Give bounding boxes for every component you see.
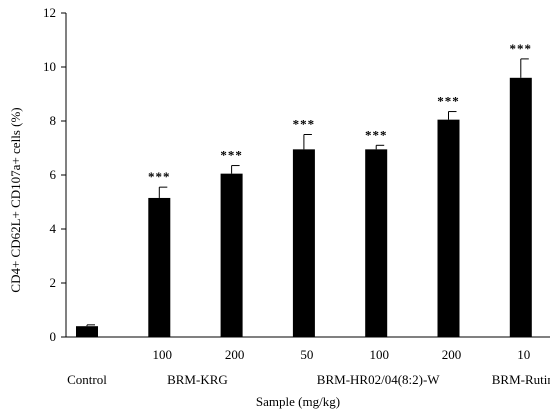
x-tick-label: 10 <box>517 347 530 362</box>
group-label: BRM-Rutin <box>492 372 550 387</box>
x-tick-label: 100 <box>153 347 173 362</box>
group-label: BRM-HR02/04(8:2)-W <box>317 372 441 387</box>
group-label: Control <box>67 372 107 387</box>
y-tick-label: 0 <box>50 329 57 344</box>
labels: *** *** *** *** *** *** <box>148 41 533 184</box>
x-tick-label: 200 <box>225 347 245 362</box>
x-axis-title: Sample (mg/kg) <box>256 394 340 409</box>
y-axis-title: CD4+ CD62L+ CD107a+ cells (%) <box>8 107 23 292</box>
significance-label: *** <box>437 94 460 109</box>
bar <box>220 173 243 337</box>
significance-label: *** <box>365 127 388 142</box>
y-tick-label: 2 <box>50 275 57 290</box>
x-tick-label: 200 <box>442 347 462 362</box>
y-tick-label: 6 <box>50 167 57 182</box>
y-tick-label: 12 <box>43 5 56 20</box>
y-tick-label: 10 <box>43 59 56 74</box>
group-label: BRM-KRG <box>167 372 228 387</box>
bar <box>365 149 388 337</box>
y-axis: 0 2 4 6 8 10 12 <box>43 5 67 344</box>
x-tick-label: 100 <box>369 347 389 362</box>
significance-label: *** <box>220 148 243 163</box>
x-axis: 100 200 50 100 200 10 Control BRM-KRG BRM-HR02/0… <box>66 336 550 387</box>
significance-label: *** <box>510 41 533 56</box>
x-tick-label: 50 <box>300 347 313 362</box>
y-tick-label: 8 <box>50 113 57 128</box>
bars <box>76 58 532 338</box>
bar <box>148 197 171 337</box>
bar <box>76 326 98 337</box>
bar <box>292 149 315 337</box>
significance-label: *** <box>293 117 316 132</box>
y-tick-label: 4 <box>50 221 57 236</box>
significance-label: *** <box>148 169 171 184</box>
bar <box>437 119 460 338</box>
bar <box>509 77 532 338</box>
